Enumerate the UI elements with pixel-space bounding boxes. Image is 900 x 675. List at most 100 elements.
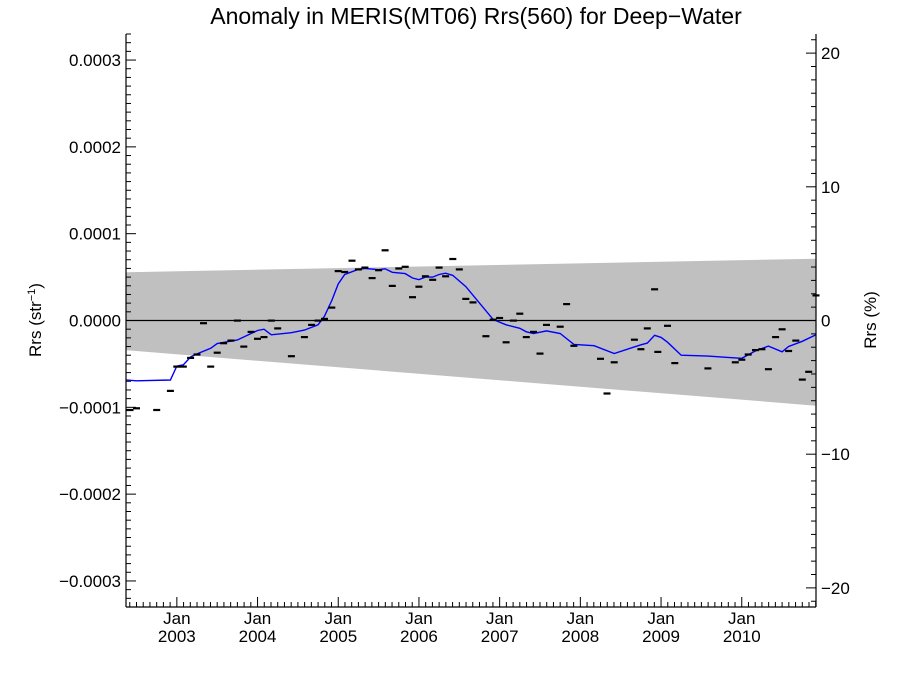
data-point xyxy=(570,344,578,347)
data-point xyxy=(193,353,201,356)
data-point xyxy=(462,297,470,300)
data-point xyxy=(772,336,780,339)
data-point xyxy=(654,350,662,353)
data-point xyxy=(449,257,457,261)
data-point xyxy=(415,285,423,288)
data-point xyxy=(778,328,786,331)
data-point xyxy=(637,348,645,351)
data-point xyxy=(274,327,282,330)
left-y-tick-label: 0.0002 xyxy=(69,138,121,157)
data-point xyxy=(509,319,517,322)
data-point xyxy=(334,270,342,273)
left-y-tick-label: −0.0001 xyxy=(59,398,121,417)
data-point xyxy=(267,319,275,322)
right-y-tick-label: 20 xyxy=(821,44,840,63)
x-tick-year-label: 2007 xyxy=(481,627,519,646)
data-point xyxy=(630,338,638,341)
data-point xyxy=(752,349,759,352)
data-point xyxy=(354,268,362,271)
data-point xyxy=(173,365,181,368)
x-tick-month-label: Jan xyxy=(325,609,352,628)
left-y-tick-label: −0.0003 xyxy=(59,572,121,591)
data-point xyxy=(758,348,766,351)
x-tick-month-label: Jan xyxy=(405,609,432,628)
uncertainty-band-layer xyxy=(126,258,816,406)
data-point xyxy=(603,392,611,395)
data-point xyxy=(240,345,248,348)
right-y-tick-label: −20 xyxy=(821,579,850,598)
data-point xyxy=(133,407,140,410)
data-point xyxy=(381,249,389,252)
left-y-tick-label: −0.0002 xyxy=(59,485,121,504)
data-point xyxy=(395,267,403,270)
data-point xyxy=(179,365,187,368)
x-tick-month-label: Jan xyxy=(647,609,674,628)
chart-title: Anomaly in MERIS(MT06) Rrs(560) for Deep… xyxy=(210,3,742,29)
data-point xyxy=(435,266,443,269)
data-point xyxy=(126,408,134,412)
data-point xyxy=(610,361,618,364)
x-tick-year-label: 2003 xyxy=(158,627,196,646)
data-point xyxy=(328,306,336,309)
right-y-tick-label: −10 xyxy=(821,445,850,464)
x-tick-year-label: 2010 xyxy=(723,627,761,646)
x-tick-year-label: 2006 xyxy=(400,627,438,646)
data-point xyxy=(536,352,544,355)
data-point xyxy=(247,330,255,333)
x-tick-year-label: 2009 xyxy=(642,627,680,646)
data-point xyxy=(785,349,793,353)
data-point xyxy=(401,265,409,268)
x-tick-month-label: Jan xyxy=(244,609,271,628)
data-point xyxy=(368,277,376,280)
data-point xyxy=(361,266,369,269)
x-axis: Jan2003Jan2004Jan2005Jan2006Jan2007Jan20… xyxy=(129,597,817,646)
data-point xyxy=(341,270,349,274)
data-point xyxy=(421,275,429,278)
data-point xyxy=(166,389,174,392)
left-y-axis-label-superscript: −1 xyxy=(26,289,38,302)
data-point xyxy=(731,361,739,364)
data-point xyxy=(744,353,752,356)
data-point xyxy=(227,339,235,342)
left-y-tick-label: 0.0001 xyxy=(69,225,121,244)
left-y-tick-label: 0.0000 xyxy=(69,312,121,331)
data-point xyxy=(516,312,524,315)
data-point xyxy=(308,323,316,326)
data-point xyxy=(260,336,268,339)
x-tick-month-label: Jan xyxy=(567,609,594,628)
data-point xyxy=(207,365,215,368)
data-point xyxy=(671,362,679,365)
left-y-axis-label: Rrs (str−1) xyxy=(26,283,45,357)
data-point xyxy=(496,316,504,320)
data-point xyxy=(651,288,659,291)
data-point xyxy=(469,301,477,304)
data-point xyxy=(738,358,746,361)
data-point xyxy=(287,355,295,358)
data-point xyxy=(597,357,604,360)
data-point xyxy=(455,268,463,271)
data-point xyxy=(409,296,416,299)
data-point xyxy=(300,336,308,339)
data-point xyxy=(792,339,800,342)
data-point xyxy=(704,367,712,370)
right-y-tick-label: 10 xyxy=(821,178,840,197)
x-tick-month-label: Jan xyxy=(728,609,755,628)
x-tick-month-label: Jan xyxy=(163,609,190,628)
data-point xyxy=(375,269,383,272)
trend-line xyxy=(125,267,817,382)
data-point xyxy=(314,319,322,322)
uncertainty-band xyxy=(126,258,816,406)
data-point xyxy=(563,303,571,306)
data-point xyxy=(522,336,530,339)
x-tick-year-label: 2004 xyxy=(239,627,277,646)
right-y-tick-label: 0 xyxy=(821,312,830,331)
data-points-layer xyxy=(126,249,820,412)
data-point xyxy=(429,278,437,281)
data-point xyxy=(482,335,490,338)
data-point xyxy=(643,327,651,330)
data-point xyxy=(220,342,228,345)
data-point xyxy=(187,356,195,359)
data-point xyxy=(233,319,241,322)
data-point xyxy=(442,275,450,278)
